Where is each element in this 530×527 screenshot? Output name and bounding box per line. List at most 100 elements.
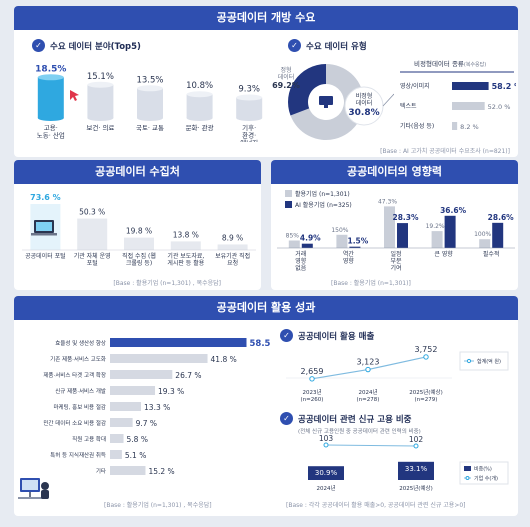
- category-label: 기타: [96, 467, 106, 475]
- data-label: 30.9%: [315, 469, 338, 477]
- panel-usage: 공공데이터 활용 성과 효율성 및 생산성 향상 58.5 % 기존 제품·서비스 …: [14, 296, 518, 516]
- category-label-2: (n=279): [415, 397, 438, 403]
- bar: [110, 466, 146, 475]
- bar-cap: [186, 91, 213, 98]
- impact-chart: 활용기업 (n=1,301) AI 활용기업 (n=325) 85% 4.9% 거래 영향…: [277, 190, 515, 272]
- breakdown-note: (복수응답): [463, 62, 487, 68]
- data-label: 102: [409, 435, 424, 444]
- check-icon: ✓: [280, 329, 293, 342]
- employment-chart: 30.9% 103 2024년 33.1% 102 2025년(예상) 비중(%) 기업 수(…: [308, 434, 509, 492]
- bar-cap: [137, 85, 163, 92]
- source-chart: 73.6 % 공공데이터 포털 50.3 % 기관 자체 운영 포털 19.8 % 직접 수…: [22, 193, 256, 267]
- check-icon: ✓: [288, 39, 301, 52]
- data-point: [423, 354, 429, 360]
- data-label: 26.7 %: [175, 371, 201, 380]
- data-label: 19.2%: [426, 223, 445, 230]
- category-label-2: (n=260): [301, 397, 324, 403]
- category-label: 보유기관 직접 요청: [215, 252, 250, 267]
- data-label: 4.9%: [300, 234, 321, 243]
- usage-chart: 효율성 및 생산성 향상 58.5 % 기존 제품·서비스 고도화 41.8 % 제품·…: [43, 338, 270, 476]
- bar: [397, 223, 408, 248]
- data-label: 2,659: [301, 367, 324, 376]
- data-point: [365, 366, 371, 373]
- category-label: 민간 데이터 소요 비용 절감: [43, 419, 106, 427]
- demand-title: 공공데이터 개방 수요: [14, 6, 518, 30]
- category-label-2: (n=278): [357, 397, 380, 403]
- bar: [87, 84, 114, 118]
- category-label: 기관 보도자료, 게시판 등 활용: [167, 252, 204, 267]
- bar: [301, 243, 313, 248]
- legend-label: AI 활용기업 (n=325): [295, 201, 352, 209]
- legend-swatch: [285, 201, 292, 208]
- sales-title: 공공데이터 활용 매출: [298, 331, 375, 342]
- source-title: 공공데이터 수집처: [14, 160, 261, 184]
- bar-base: [37, 115, 64, 121]
- data-label: 13.5%: [136, 75, 163, 85]
- monitor-icon: [319, 96, 333, 105]
- breakdown-title: 비정형데이터 종류: [414, 60, 464, 68]
- data-label: 9.3%: [238, 85, 260, 95]
- category-label: 기관 자체 운영 포털: [74, 252, 111, 267]
- category-label: 2024년: [316, 484, 335, 492]
- type-heading: ✓ 수요 데이터 유형: [288, 39, 367, 52]
- category-label: 기존 제품·서비스 고도화: [50, 355, 106, 363]
- data-label: 18.5%: [35, 64, 66, 74]
- bar-cap: [236, 94, 263, 101]
- top5-title: 수요 데이터 분야(Top5): [50, 41, 141, 52]
- breakdown-heading: 비정형데이터 종류(복수응답): [414, 58, 510, 68]
- bar-cap: [87, 81, 114, 88]
- bar: [110, 354, 208, 363]
- usage-title: 공공데이터 활용 성과: [14, 296, 518, 320]
- data-point: [309, 376, 315, 382]
- legend-label: 비중(%): [474, 466, 492, 473]
- category-label: 일정 부분 기여: [390, 250, 402, 272]
- category-label: 기타(음성 등): [400, 122, 434, 130]
- pie-slice: [290, 64, 364, 140]
- data-label: 3,123: [357, 358, 380, 367]
- data-label: 58.2 %: [492, 82, 516, 91]
- category-label: 2025년(예상): [399, 484, 432, 492]
- category-label: 2024년: [358, 388, 377, 396]
- bar: [110, 418, 133, 427]
- desk-illustration: [16, 474, 52, 508]
- bar: [384, 206, 395, 248]
- category-label: 역간 영향: [343, 250, 355, 265]
- breakdown-chart: 영상/이미지 58.2 % 텍스트 52.0 % 기타(음성 등) 8.2 %: [400, 71, 516, 131]
- data-label: 9.7 %: [136, 419, 157, 428]
- category-label: 영상/이미지: [400, 82, 430, 90]
- bar: [37, 77, 64, 118]
- data-label: 150%: [331, 227, 348, 234]
- data-label: 5.1 %: [125, 451, 146, 460]
- legend-marker: [465, 476, 470, 480]
- legend-box: [459, 461, 509, 485]
- bar: [110, 338, 247, 347]
- bar: [77, 218, 108, 250]
- data-label: 47.3%: [378, 198, 397, 205]
- category-label: 마케팅, 홍보 비용 절감: [53, 403, 106, 411]
- bar: [110, 402, 142, 411]
- bar-base: [87, 115, 114, 121]
- data-label: 8.2 %: [460, 123, 479, 131]
- panel-demand: 공공데이터 개방 수요 ✓ 수요 데이터 분야(Top5) 18.5% 고용· 노동…: [14, 6, 518, 157]
- bar: [110, 386, 156, 395]
- bar-base: [236, 115, 263, 121]
- bar: [110, 370, 173, 379]
- data-label: 19.3 %: [158, 387, 184, 396]
- legend-label: 기업 수(개): [474, 475, 498, 482]
- bar-base: [137, 115, 163, 121]
- check-icon: ✓: [280, 412, 293, 425]
- bar: [137, 88, 163, 118]
- legend-swatch: [285, 190, 292, 197]
- legend-box: [459, 351, 509, 371]
- cursor-icon: [70, 90, 79, 101]
- bar: [186, 94, 213, 118]
- monitor-stand: [324, 105, 328, 108]
- data-label: 103: [319, 434, 334, 443]
- data-label: 19.8 %: [126, 227, 152, 236]
- employment-heading: ✓ 공공데이터 관련 신규 고용 비중: [280, 412, 412, 425]
- bar: [431, 231, 443, 248]
- bar: [452, 82, 489, 90]
- check-icon: ✓: [32, 39, 45, 52]
- data-label: 28.6%: [488, 213, 515, 222]
